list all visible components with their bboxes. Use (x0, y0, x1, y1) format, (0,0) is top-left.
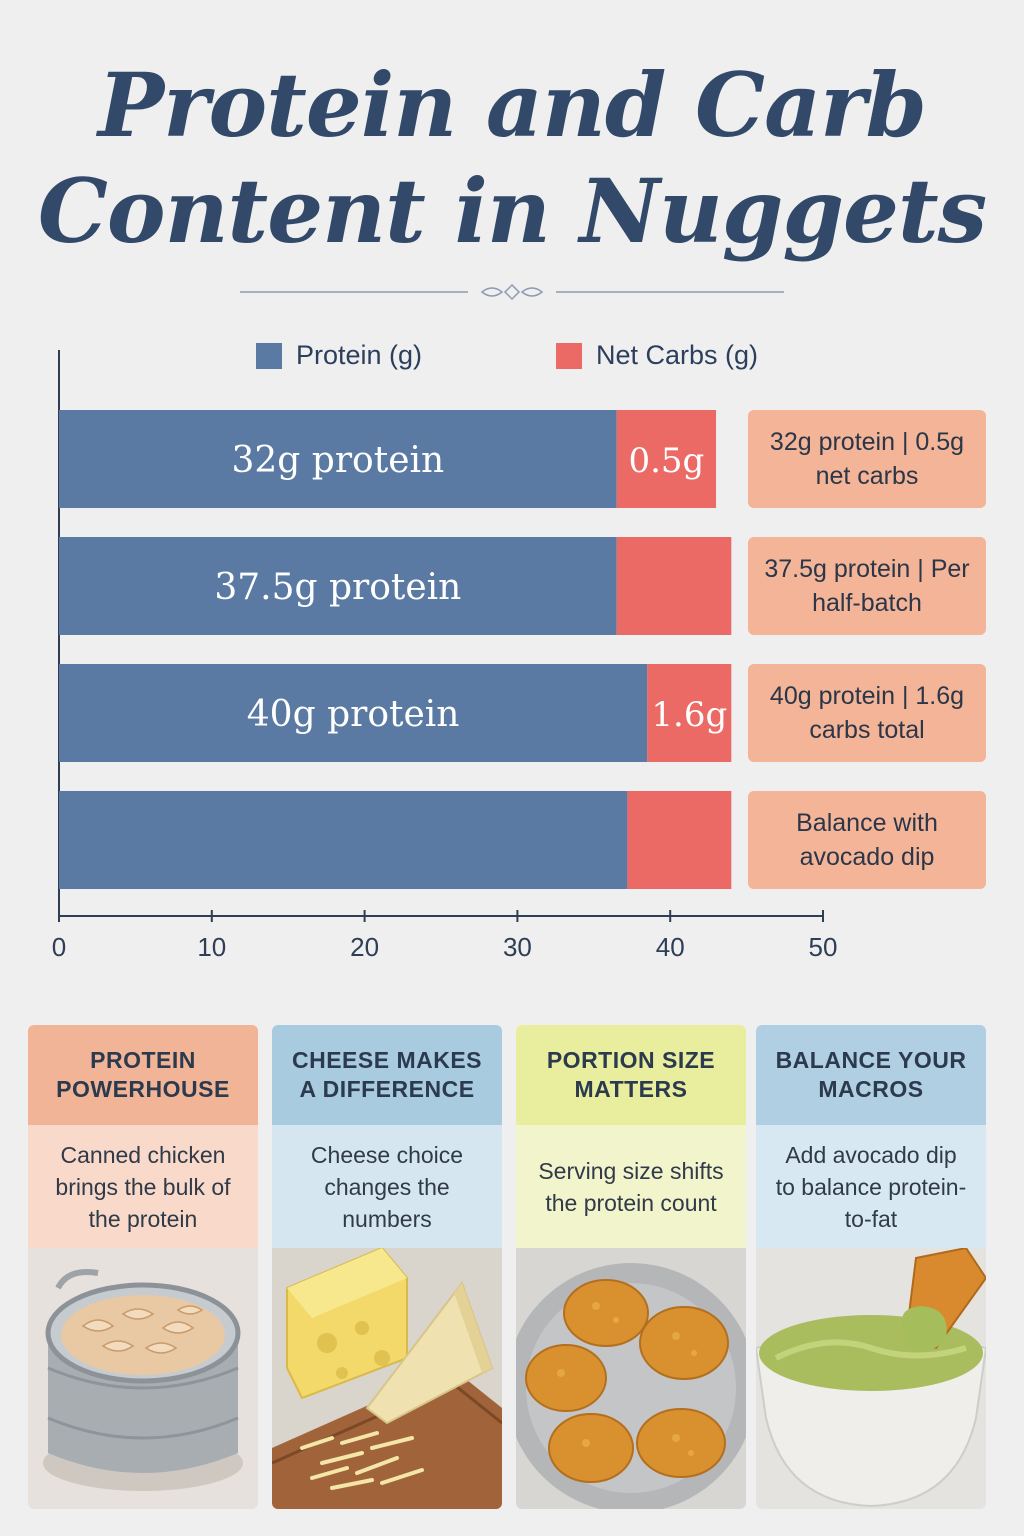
annotation-box-4: Balance with avocado dip (748, 791, 986, 889)
protein-bar-1 (59, 410, 617, 508)
card-portion-size-matters: PORTION SIZE MATTERS Serving size shifts… (516, 1025, 746, 1509)
legend-label-protein: Protein (g) (296, 340, 423, 370)
protein-bar-label-3: 40g protein (247, 694, 460, 735)
legend-swatch-net-carbs (556, 342, 582, 369)
card-text: Add avocado dip to balance protein-to-fa… (756, 1125, 986, 1248)
protein-bar-3 (59, 664, 648, 762)
legend-label-net-carbs: Net Carbs (g) (596, 340, 759, 370)
cheese-image (272, 1248, 502, 1509)
x-tick-label-0: 0 (52, 932, 66, 962)
page-title: Protein and Carb Content in Nuggets (0, 52, 1024, 264)
card-text: Serving size shifts the protein count (516, 1125, 746, 1248)
protein-bar-label-1: 32g protein (232, 440, 445, 481)
net-carbs-bar-4 (627, 791, 732, 889)
canned-chicken-image (28, 1248, 258, 1509)
legend-item-net-carbs: Net Carbs (g) (556, 340, 758, 371)
net-carbs-bar-label-1: 0.5g (628, 441, 704, 481)
protein-bar-label-2: 37.5g protein (214, 567, 461, 608)
title-divider (240, 283, 784, 301)
title-line-1: Protein and Carb (97, 53, 927, 157)
card-balance-your-macros: BALANCE YOUR MACROS Add avocado dip to b… (756, 1025, 986, 1509)
card-cheese-makes-a-difference: CHEESE MAKES A DIFFERENCE Cheese choice … (272, 1025, 502, 1509)
x-tick-label-50: 50 (809, 932, 838, 962)
net-carbs-bar-3 (647, 664, 732, 762)
card-text: Cheese choice changes the numbers (272, 1125, 502, 1248)
annotation-box-2: 37.5g protein | Per half-batch (748, 537, 986, 635)
x-tick-label-40: 40 (656, 932, 685, 962)
x-tick-label-30: 30 (503, 932, 532, 962)
legend-swatch-protein (256, 342, 282, 369)
card-heading: CHEESE MAKES A DIFFERENCE (272, 1025, 502, 1125)
x-tick-label-20: 20 (350, 932, 379, 962)
stacked-bar-chart: 32g protein 0.5g 37.5g protein 40g protein 1… (52, 350, 838, 962)
x-tick-label-10: 10 (197, 932, 226, 962)
card-protein-powerhouse: PROTEIN POWERHOUSE Canned chicken brings… (28, 1025, 258, 1509)
chart-legend: Protein (g) Net Carbs (g) (0, 340, 1024, 372)
card-heading: PROTEIN POWERHOUSE (28, 1025, 258, 1125)
legend-item-protein: Protein (g) (256, 340, 422, 371)
protein-bar-2 (59, 537, 617, 635)
avocado-dip-image (756, 1248, 986, 1509)
annotation-box-1: 32g protein | 0.5g net carbs (748, 410, 986, 508)
net-carbs-bar-label-3: 1.6g (651, 695, 727, 735)
title-line-2: Content in Nuggets (37, 159, 987, 263)
protein-bar-4 (59, 791, 628, 889)
card-heading: BALANCE YOUR MACROS (756, 1025, 986, 1125)
card-heading: PORTION SIZE MATTERS (516, 1025, 746, 1125)
annotation-box-3: 40g protein | 1.6g carbs total (748, 664, 986, 762)
net-carbs-bar-1 (616, 410, 717, 508)
card-text: Canned chicken brings the bulk of the pr… (28, 1125, 258, 1248)
nuggets-plate-image (516, 1248, 746, 1509)
net-carbs-bar-2 (616, 537, 732, 635)
